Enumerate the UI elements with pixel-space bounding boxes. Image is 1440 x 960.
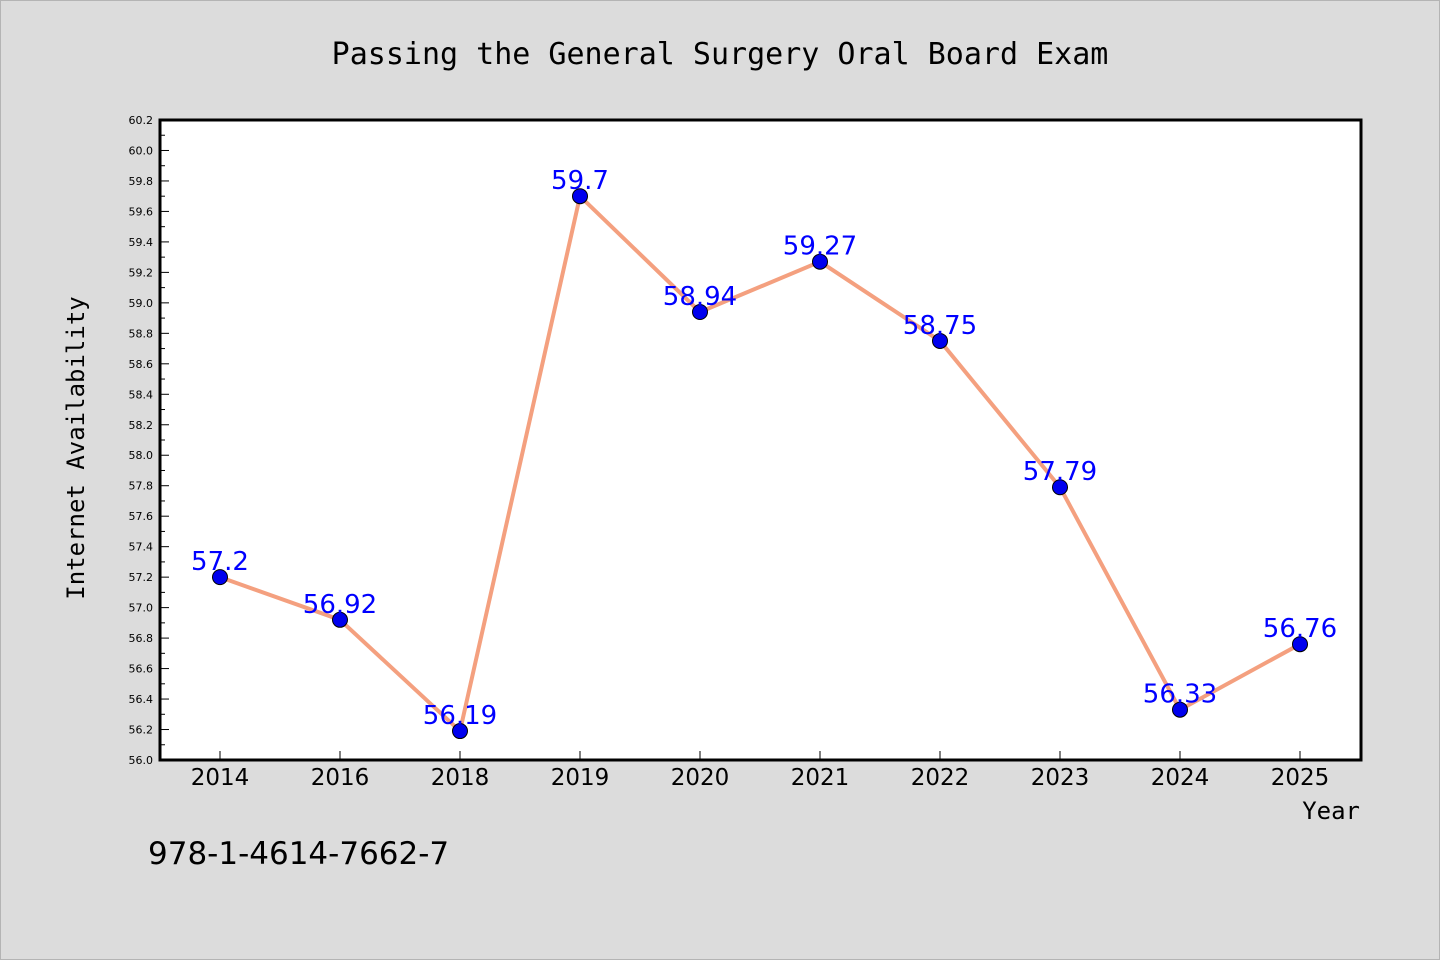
- data-label: 59.27: [783, 232, 857, 262]
- data-series: 57.2 56.92 56.19 59.7 58.94 59.27 58.75 57.79 56…: [191, 166, 1337, 740]
- x-tick-label: 2022: [911, 765, 970, 791]
- plot-area: [160, 120, 1361, 760]
- series-line: [218, 194, 1302, 734]
- y-tick-label: 56.0: [129, 754, 154, 767]
- y-tick-label: 56.6: [129, 663, 154, 676]
- y-tick-label: 59.0: [129, 297, 154, 310]
- x-tick-label: 2018: [431, 765, 490, 791]
- data-point-marker: [1052, 479, 1068, 496]
- isbn-annotation: 978-1-4614-7662-7: [148, 836, 449, 872]
- data-point-marker: [212, 569, 228, 586]
- y-tick-label: 56.2: [129, 724, 154, 737]
- x-tick-label: 2023: [1031, 765, 1090, 791]
- data-label: 56.76: [1263, 614, 1337, 644]
- y-tick-label: 57.6: [129, 510, 154, 523]
- data-point-marker: [1172, 701, 1188, 718]
- data-point-marker: [932, 332, 948, 349]
- x-tick-label: 2024: [1151, 765, 1210, 791]
- y-tick-label: 58.4: [129, 388, 154, 401]
- data-label: 58.75: [903, 311, 977, 341]
- x-tick-label: 2016: [311, 765, 370, 791]
- y-axis-ticks: 56.0 56.2 56.4 56.6 56.8 57.0 57.2 57.4 57.6 57.8…: [129, 114, 169, 767]
- data-point-marker: [1292, 636, 1308, 653]
- y-tick-label: 59.6: [129, 205, 154, 218]
- y-tick-label: 59.8: [129, 175, 154, 188]
- data-label: 59.7: [551, 166, 609, 196]
- y-tick-label: 56.4: [129, 693, 154, 706]
- x-tick-label: 2019: [551, 765, 610, 791]
- data-label: 56.92: [303, 590, 377, 620]
- data-point-marker: [452, 723, 468, 740]
- x-tick-label: 2014: [191, 765, 250, 791]
- y-tick-label: 59.2: [129, 266, 154, 279]
- y-tick-label: 58.6: [129, 358, 154, 371]
- x-tick-label: 2021: [791, 765, 850, 791]
- y-tick-label: 57.0: [129, 602, 154, 615]
- x-tick-label: 2020: [671, 765, 730, 791]
- data-point-marker: [692, 304, 708, 320]
- y-tick-label: 60.0: [129, 144, 154, 157]
- y-tick-label: 58.0: [129, 449, 154, 462]
- y-tick-label: 60.2: [129, 114, 154, 127]
- y-axis-label: Internet Availability: [62, 296, 90, 599]
- x-axis-label: Year: [1302, 797, 1360, 825]
- y-tick-label: 56.8: [129, 632, 154, 645]
- y-tick-label: 59.4: [129, 236, 154, 249]
- data-label: 57.79: [1023, 457, 1097, 487]
- data-label: 56.19: [423, 701, 497, 731]
- y-tick-label: 58.8: [129, 327, 154, 340]
- y-tick-label: 57.2: [129, 571, 154, 584]
- chart-title: Passing the General Surgery Oral Board E…: [332, 37, 1109, 72]
- x-tick-label: 2025: [1271, 765, 1330, 791]
- data-label: 56.33: [1143, 680, 1217, 710]
- y-tick-label: 58.2: [129, 419, 154, 432]
- data-label: 57.2: [191, 547, 249, 577]
- y-tick-label: 57.4: [129, 541, 154, 554]
- plot-border: [158, 118, 1363, 762]
- data-point-marker: [812, 253, 828, 270]
- data-point-marker: [332, 611, 348, 628]
- data-label: 58.94: [663, 282, 737, 312]
- data-point-marker: [572, 188, 588, 205]
- x-axis-ticks: 2014 2016 2018 2019 2020 2021 2022 2023 2024 2025: [191, 751, 1330, 791]
- y-tick-label: 57.8: [129, 480, 154, 493]
